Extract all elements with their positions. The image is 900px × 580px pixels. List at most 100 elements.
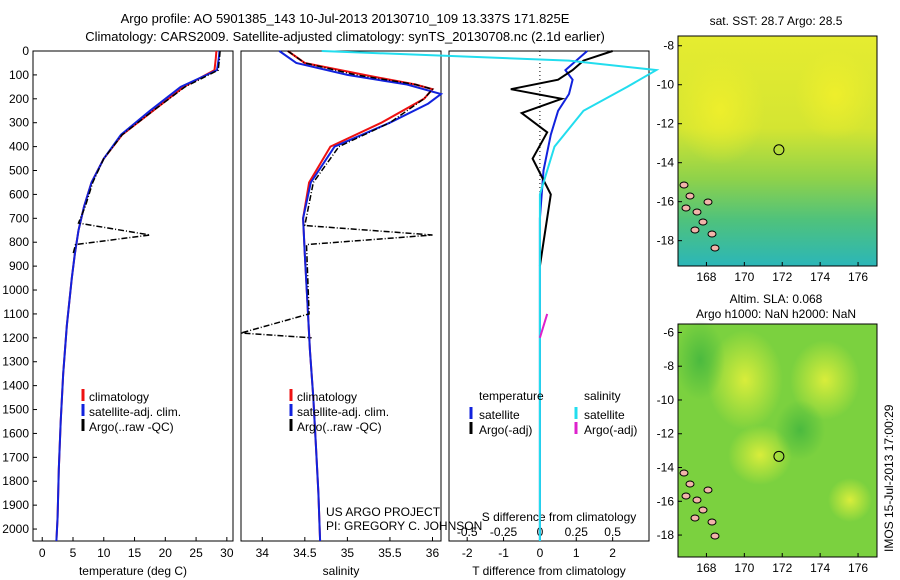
y-tick-label: 400 [9, 140, 29, 154]
x-tick-label: 25 [189, 546, 203, 560]
figure-title-line2: Climatology: CARS2009. Satellite-adjuste… [85, 29, 605, 44]
argo-location-marker [773, 144, 785, 156]
series-line [538, 313, 549, 339]
island [692, 208, 702, 216]
x-tick-label: 20 [159, 546, 173, 560]
island [679, 181, 689, 189]
x-tick-label: 34 [256, 546, 270, 560]
differences-panel: -2 -1 0 1 2 T difference from climatology -0.5… [321, 50, 660, 578]
island [707, 230, 717, 238]
legend-entry: satellite [479, 408, 520, 422]
x-tick-label: 170 [734, 270, 754, 284]
y-tick-label: -8 [663, 359, 674, 373]
island [698, 218, 708, 226]
island [692, 496, 702, 504]
island [707, 518, 717, 526]
sst-warm-patch [675, 55, 765, 165]
y-tick-label: -18 [657, 234, 675, 248]
y-tick-label: 900 [9, 259, 29, 273]
legend-entry: Argo(-adj) [584, 423, 637, 437]
legend-entry: satellite-adj. clim. [297, 405, 389, 419]
island [710, 244, 720, 252]
x-tick-label: 36 [426, 546, 440, 560]
x-tick-label: 170 [734, 561, 754, 575]
x-tick-label: 174 [810, 270, 830, 284]
y-tick-label: 1000 [2, 283, 29, 297]
x-tick-label: 35.5 [378, 546, 402, 560]
s-tick-label: -0.5 [457, 525, 478, 539]
salinity-frame [240, 50, 442, 542]
x-tick-label: 0 [537, 546, 544, 560]
x-tick-label: 168 [696, 561, 716, 575]
series-line [72, 50, 221, 255]
y-tick-label: 100 [9, 68, 29, 82]
sla-high-patch [828, 478, 872, 522]
x-tick-label: -1 [498, 546, 509, 560]
island [685, 192, 695, 200]
island [698, 506, 708, 514]
x-tick-label: 1 [573, 546, 580, 560]
y-tick-label: 1400 [2, 379, 29, 393]
island [681, 492, 691, 500]
y-tick-label: 1700 [2, 450, 29, 464]
y-tick-label: -14 [657, 156, 675, 170]
x-tick-label: 168 [696, 270, 716, 284]
sla-map-title-line1: Altim. SLA: 0.068 [730, 292, 823, 306]
s-tick-label: -0.25 [490, 525, 518, 539]
y-tick-label: -16 [657, 195, 675, 209]
sla-map: Altim. SLA: 0.068 Argo h1000: NaN h2000:… [657, 292, 878, 575]
series-line [321, 50, 660, 541]
y-tick-label: -12 [657, 427, 675, 441]
island [703, 198, 713, 206]
s-tick-label: 0.25 [565, 525, 589, 539]
x-tick-label: 35 [341, 546, 355, 560]
x-tick-label: 176 [848, 270, 868, 284]
legend-entry: climatology [297, 390, 357, 404]
x-tick-label: 10 [97, 546, 111, 560]
sst-map: sat. SST: 28.7 Argo: 28.5 168 170 172 174 17… [657, 14, 878, 284]
island [685, 480, 695, 488]
y-tick-label: -12 [657, 117, 675, 131]
island [679, 469, 689, 477]
y-tick-label: 500 [9, 164, 29, 178]
series-line [278, 50, 444, 542]
y-tick-label: 600 [9, 187, 29, 201]
legend-entry: satellite-adj. clim. [89, 405, 181, 419]
y-tick-label: -16 [657, 494, 675, 508]
y-tick-label: -10 [657, 78, 675, 92]
temperature-panel: 0 5 10 15 20 25 30 temperature (deg C) 0 100 200 30… [2, 44, 234, 578]
y-tick-label: -14 [657, 461, 675, 475]
sst-map-frame [677, 35, 878, 267]
y-tick-label: -10 [657, 393, 675, 407]
sst-map-axes: 168 170 172 174 176 -8 -10 -12 -14 -16 -18 [657, 39, 869, 284]
x-tick-label: 15 [128, 546, 142, 560]
differences-frame [448, 50, 650, 542]
x-axis-label: T difference from climatology [472, 564, 626, 578]
y-tick-label: 0 [22, 44, 29, 58]
sla-map-frame [677, 323, 878, 558]
y-tick-label: 1100 [3, 307, 29, 321]
series-line [240, 50, 434, 339]
figure-title-line1: Argo profile: AO 5901385_143 10-Jul-2013… [121, 11, 570, 26]
credit-line1: US ARGO PROJECT [326, 505, 441, 519]
y-tick-label: 700 [9, 211, 29, 225]
x-tick-label: 2 [609, 546, 616, 560]
sla-islands [679, 469, 720, 540]
x-tick-label: -2 [462, 546, 473, 560]
y-tick-label: 1200 [2, 331, 29, 345]
legend-entry: Argo(-adj) [479, 423, 532, 437]
y-tick-label: 1600 [2, 426, 29, 440]
legend-entry: Argo(..raw -QC) [89, 420, 174, 434]
x-tick-label: 176 [848, 561, 868, 575]
legend-entry: Argo(..raw -QC) [297, 420, 382, 434]
x-tick-label: 174 [810, 561, 830, 575]
y-tick-label: 800 [9, 235, 29, 249]
sst-islands [679, 181, 720, 252]
y-tick-label: 1500 [2, 403, 29, 417]
temperature-frame [32, 50, 234, 542]
x-tick-label: 172 [772, 561, 792, 575]
sla-map-title-line2: Argo h1000: NaN h2000: NaN [696, 307, 856, 321]
island [681, 204, 691, 212]
legend-entry: satellite [584, 408, 625, 422]
sla-low-patch [675, 320, 725, 400]
